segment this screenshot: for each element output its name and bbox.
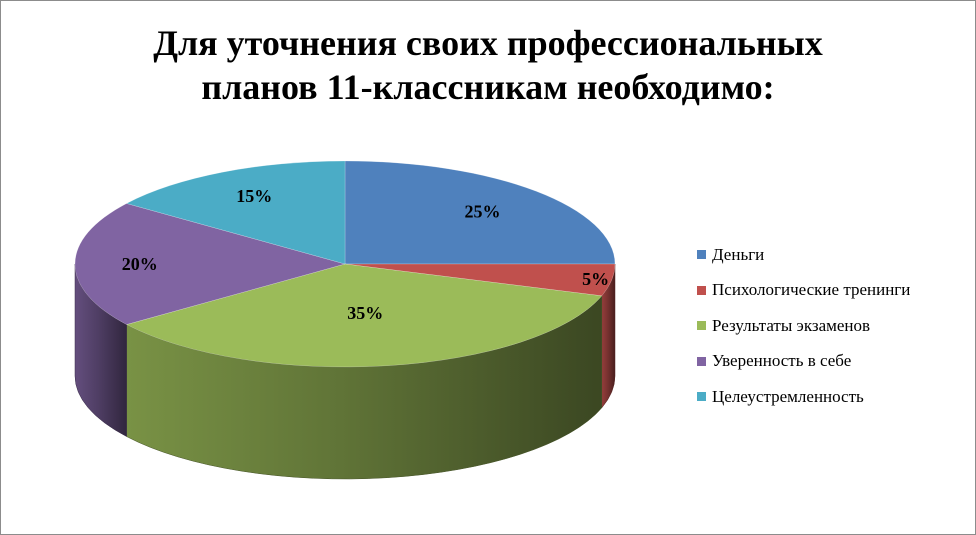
pie-slice-1: [344, 160, 616, 265]
legend-item: Уверенность в себе: [697, 344, 910, 380]
data-label-slice-5: 15%: [236, 186, 272, 206]
pie-slice-5: [125, 160, 346, 265]
legend-label: Целеустремленность: [712, 386, 864, 406]
legend-label: Деньги: [712, 244, 765, 264]
legend-item: Деньги: [697, 237, 910, 273]
pie-slice-3: [125, 263, 603, 368]
legend-item: Психологические тренинги: [697, 273, 910, 309]
pie-slice-4: [74, 203, 346, 325]
pie-data-labels: 25% 5% 35% 20% 15%: [122, 186, 609, 323]
data-label-slice-4: 20%: [122, 254, 158, 274]
legend-swatch: [697, 321, 706, 331]
legend-label: Результаты экзаменов: [712, 315, 871, 335]
pie-slice-2: [344, 263, 616, 297]
legend-label: Уверенность в себе: [712, 351, 852, 371]
legend-swatch: [697, 356, 706, 366]
legend-item: Результаты экзаменов: [697, 308, 910, 344]
pie-slices: [74, 160, 616, 368]
legend: Деньги Психологические тренинги Результаты…: [697, 237, 910, 415]
legend-swatch: [697, 285, 706, 295]
legend-swatch: [697, 392, 706, 402]
legend-swatch: [697, 250, 706, 260]
data-label-slice-1: 25%: [464, 202, 500, 222]
data-label-slice-3: 35%: [347, 303, 383, 323]
chart-title: Для уточнения своих профессиональных пла…: [153, 23, 823, 107]
legend-item: Целеустремленность: [697, 379, 910, 415]
legend-label: Психологические тренинги: [712, 280, 911, 300]
data-label-slice-2: 5%: [582, 269, 609, 289]
